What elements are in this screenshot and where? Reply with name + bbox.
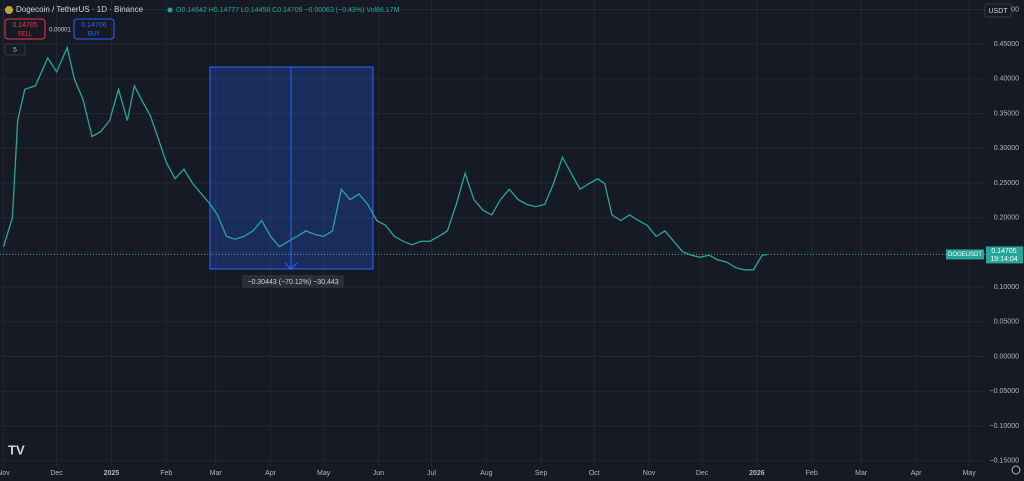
y-tick-label: 0.10000 — [994, 284, 1019, 291]
x-tick-label: Jul — [427, 470, 436, 477]
x-tick-label: Mar — [210, 470, 223, 477]
sell-label: SELL — [18, 32, 33, 38]
measure-label: −0.30443 (−70.12%) −30,443 — [247, 279, 338, 286]
symbol-tag-label: DOGEUSDT — [948, 252, 982, 258]
x-tick-label: Apr — [911, 470, 923, 477]
y-tick-label: 0.25000 — [994, 180, 1019, 187]
y-tick-label: 0.00000 — [994, 353, 1019, 360]
x-tick-label: Jun — [373, 470, 384, 477]
x-tick-label: 2025 — [104, 470, 120, 477]
coin-icon — [5, 6, 13, 14]
axis: 0.500000.450000.400000.350000.300000.250… — [0, 6, 1023, 477]
countdown: 19:14:04 — [990, 256, 1017, 263]
spread: 0.00001 — [49, 28, 71, 34]
x-tick-label: Dec — [50, 470, 63, 477]
sell-button[interactable] — [4, 18, 46, 40]
indicators-count: 5 — [13, 47, 17, 54]
ohlc: O0.14642 H0.14777 L0.14458 C0.14705 −0.0… — [176, 7, 400, 14]
y-tick-label: 0.35000 — [994, 110, 1019, 117]
settings-icon[interactable] — [1011, 465, 1021, 475]
y-tick-label: 0.40000 — [994, 76, 1019, 83]
x-tick-label: Apr — [265, 470, 277, 477]
x-tick-label: 2026 — [749, 470, 765, 477]
x-tick-label: May — [317, 470, 331, 477]
symbol-tag — [946, 249, 984, 260]
currency: USDT — [988, 8, 1008, 15]
y-tick-label: 0.05000 — [994, 319, 1019, 326]
last-price: 0.14705 — [991, 248, 1016, 255]
currency-button[interactable] — [984, 3, 1012, 18]
measure-label-box — [242, 275, 344, 288]
plot — [0, 45, 985, 271]
x-tick-label: Sep — [535, 470, 548, 477]
y-tick-label: −0.05000 — [990, 388, 1019, 395]
x-tick-label: May — [962, 470, 976, 477]
x-tick-label: Oct — [589, 470, 600, 477]
y-tick-label: −0.10000 — [990, 423, 1019, 430]
x-tick-label: Feb — [806, 470, 818, 477]
y-tick-label: −0.15000 — [990, 457, 1019, 464]
buy-price: 0.14706 — [81, 22, 106, 29]
last-price-tag — [986, 246, 1023, 264]
x-tick-label: Dec — [696, 470, 709, 477]
price-line — [2, 45, 768, 271]
indicators-toggle[interactable] — [4, 43, 26, 56]
x-tick-label: Nov — [0, 470, 10, 477]
y-tick-label: 0.45000 — [994, 41, 1019, 48]
grid — [0, 0, 985, 466]
buy-label: BUY — [88, 32, 100, 38]
x-tick-label: Mar — [855, 470, 868, 477]
status-dot — [167, 7, 173, 13]
buy-button[interactable] — [73, 18, 115, 40]
sell-price: 0.14705 — [12, 22, 37, 29]
x-tick-label: Aug — [480, 470, 493, 477]
tv-logo: TV — [8, 442, 25, 457]
y-tick-label: 0.20000 — [994, 215, 1019, 222]
price-axis — [985, 0, 1024, 481]
y-tick-label: 0.30000 — [994, 145, 1019, 152]
symbol-title: Dogecoin / TetherUS · 1D · Binance — [16, 5, 144, 14]
x-tick-label: Nov — [643, 470, 656, 477]
measure-arrowhead — [284, 262, 298, 270]
x-tick-label: Feb — [160, 470, 172, 477]
